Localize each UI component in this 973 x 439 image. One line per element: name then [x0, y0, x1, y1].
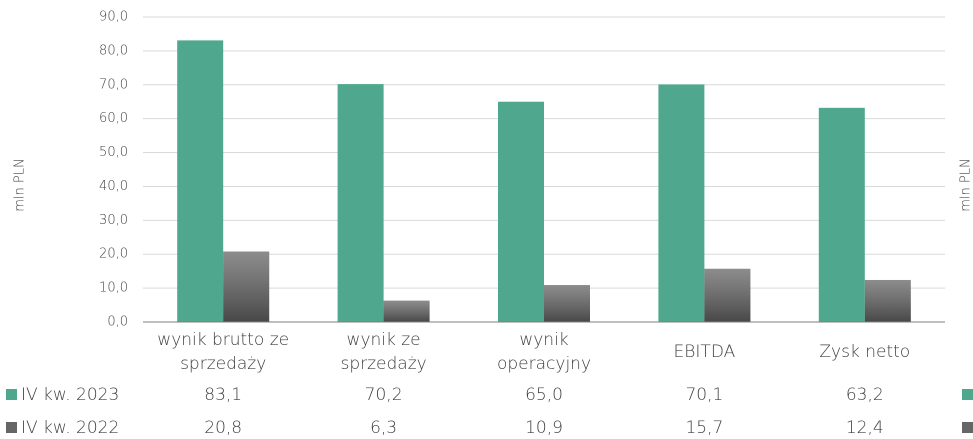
bar: [818, 107, 865, 322]
bar-shade: [864, 279, 911, 322]
data-label: 12,4: [846, 418, 884, 438]
data-label: 10,9: [525, 418, 563, 438]
legend-swatch-clipped: [962, 422, 973, 433]
y-tick-label: 90,0: [99, 10, 128, 25]
legend-swatch: [6, 422, 17, 433]
bar-shade: [544, 285, 590, 322]
y-tick-label: 30,0: [99, 213, 128, 228]
x-tick-label: sprzedaży: [180, 354, 266, 374]
bar-shade: [704, 268, 751, 322]
y-tick-label: 80,0: [99, 43, 128, 58]
x-tick-label: wynik brutto ze: [157, 330, 289, 350]
data-label: 20,8: [204, 418, 242, 438]
x-tick-label: sprzedaży: [340, 354, 426, 374]
bar-shade: [383, 300, 430, 322]
y-tick-label: 20,0: [99, 247, 128, 262]
legend-label: IV kw. 2023: [21, 385, 119, 405]
y-tick-label: 10,0: [99, 281, 128, 296]
data-label: 63,2: [846, 385, 884, 405]
y-axis-label-clipped: mln PLN: [959, 158, 973, 211]
y-tick-label: 70,0: [99, 77, 128, 92]
data-label: 70,2: [365, 385, 403, 405]
data-label: 65,0: [525, 385, 563, 405]
x-tick-label: Zysk netto: [819, 342, 910, 362]
data-label: 83,1: [204, 385, 242, 405]
data-label: 6,3: [370, 418, 397, 438]
bar: [498, 101, 544, 322]
legend-swatch: [6, 389, 17, 400]
legend-swatch-clipped: [962, 389, 973, 400]
data-label: 70,1: [685, 385, 723, 405]
bar: [658, 84, 705, 322]
x-tick-label: wynik ze: [347, 330, 421, 350]
legend-label: IV kw. 2022: [21, 418, 119, 438]
x-tick-label: operacyjny: [497, 354, 591, 374]
y-tick-label: 60,0: [99, 111, 128, 126]
bar: [177, 40, 224, 323]
y-axis-label: mln PLN: [13, 158, 28, 211]
y-tick-label: 50,0: [99, 145, 128, 160]
data-label: 15,7: [685, 418, 723, 438]
y-tick-label: 0,0: [107, 315, 128, 330]
y-tick-label: 40,0: [99, 179, 128, 194]
x-tick-label: wynik: [519, 330, 568, 350]
bar-shade: [223, 251, 270, 322]
bar: [337, 84, 384, 322]
x-tick-label: EBITDA: [674, 342, 736, 362]
